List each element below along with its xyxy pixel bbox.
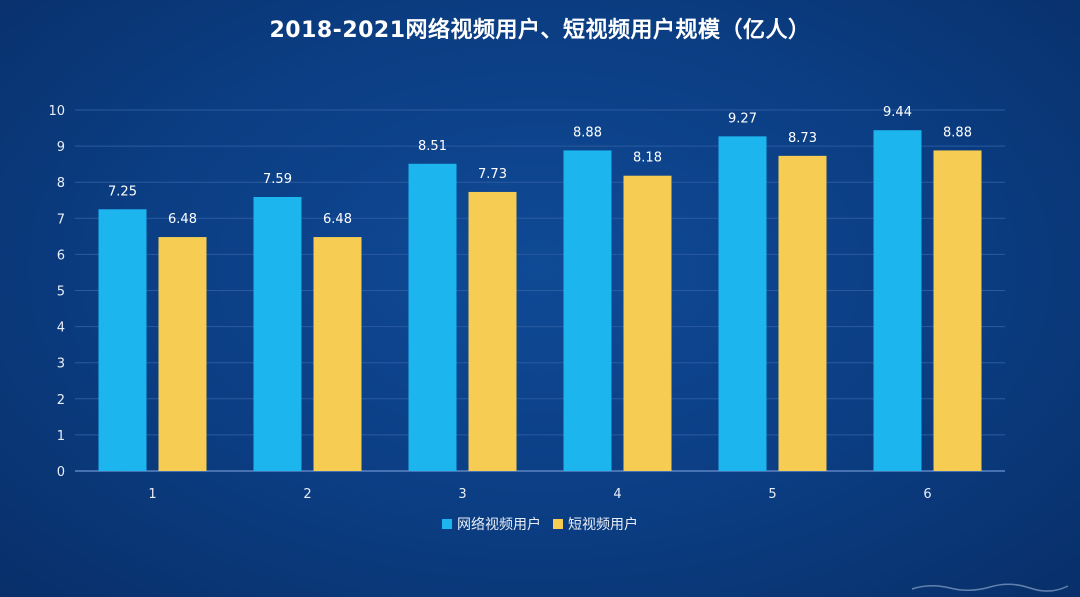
x-tick-label-6: 6 [923,487,931,502]
y-tick-label-9: 9 [57,140,65,155]
data-label-1-3: 8.51 [418,139,447,154]
x-tick-label-5: 5 [768,487,776,502]
data-label-1-4: 8.88 [573,125,602,140]
bar-1-4 [563,150,612,471]
legend-label-series-2: 短视频用户 [568,517,638,533]
data-label-1-2: 7.59 [263,172,292,187]
bar-2-2 [313,237,362,471]
legend-item-series-1: 网络视频用户 [442,514,541,534]
legend-item-series-2: 短视频用户 [553,514,638,534]
chart-title: 2018-2021网络视频用户、短视频用户规模（亿人） [269,18,811,43]
data-label-2-2: 6.48 [323,212,352,227]
data-label-1-5: 9.27 [728,111,757,126]
x-tick-label-4: 4 [613,487,621,502]
bar-1-3 [408,163,457,471]
x-tick-label-2: 2 [303,487,311,502]
bar-2-4 [623,175,672,471]
legend-swatch-series-1 [442,519,452,529]
y-tick-label-1: 1 [57,429,65,444]
y-tick-label-7: 7 [57,212,65,227]
bar-2-3 [468,191,517,471]
chart-legend: 网络视频用户 短视频用户 [0,514,1080,534]
bar-1-5 [718,136,767,471]
data-label-1-1: 7.25 [108,184,137,199]
y-tick-label-6: 6 [57,248,65,263]
bar-2-6 [933,150,982,471]
legend-label-series-1: 网络视频用户 [457,517,541,533]
data-label-2-6: 8.88 [943,125,972,140]
data-label-1-6: 9.44 [883,105,912,120]
y-tick-label-0: 0 [57,465,65,480]
y-tick-label-5: 5 [57,285,65,300]
y-tick-label-2: 2 [57,393,65,408]
data-label-2-5: 8.73 [788,131,817,146]
bar-1-2 [253,197,302,471]
data-label-2-1: 6.48 [168,212,197,227]
bar-2-5 [778,155,827,472]
y-tick-label-3: 3 [57,357,65,372]
watermark-scribble [911,583,1069,592]
data-label-2-4: 8.18 [633,151,662,166]
x-tick-label-1: 1 [148,487,156,502]
x-tick-label-3: 3 [458,487,466,502]
y-tick-label-8: 8 [57,176,65,191]
bar-1-6 [873,130,922,471]
legend-swatch-series-2 [553,519,563,529]
bar-1-1 [98,209,147,471]
bar-2-1 [158,237,207,471]
y-tick-label-10: 10 [48,104,65,119]
data-label-2-3: 7.73 [478,167,507,182]
y-tick-label-4: 4 [57,321,65,336]
